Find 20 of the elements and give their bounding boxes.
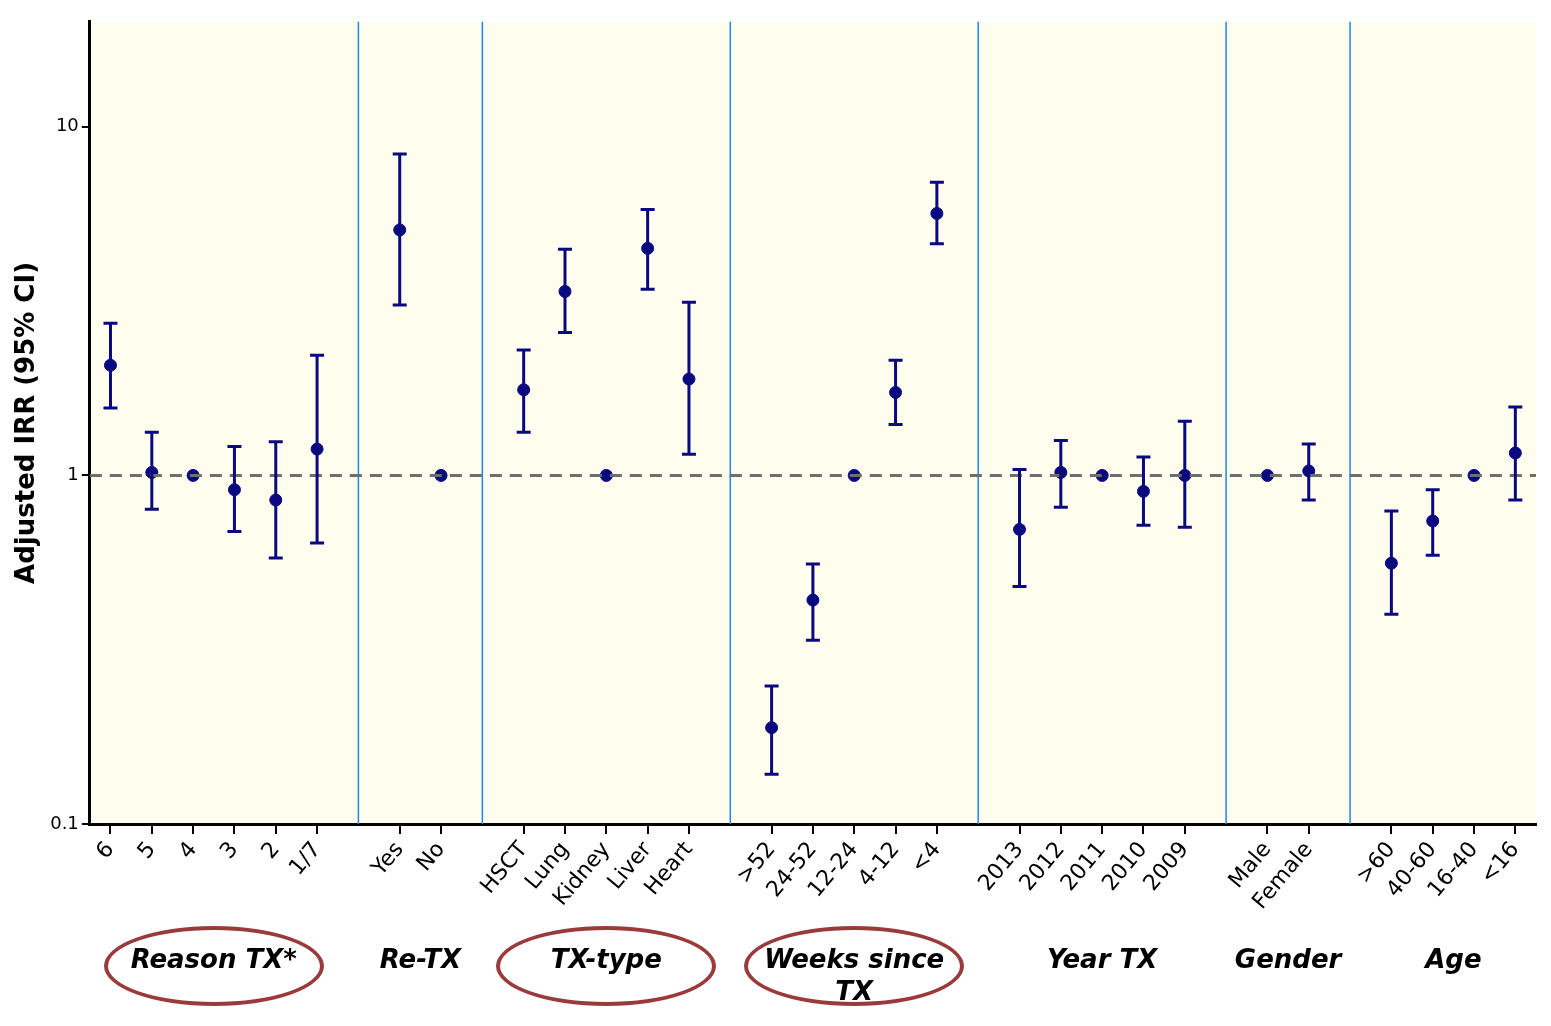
x-tick-label: 1/7	[283, 836, 326, 880]
text: TX-type	[549, 943, 663, 975]
text: Year TX	[1046, 943, 1159, 975]
x-tick-label: 5	[131, 836, 161, 864]
text: Reason TX*	[129, 943, 298, 975]
x-tick-label: 3	[214, 836, 243, 864]
y-tick-label: 1	[67, 463, 79, 485]
y-tick-label: 10	[55, 114, 79, 136]
x-tick-label: <4	[905, 836, 946, 878]
y-tick-label: 0.1	[50, 811, 79, 833]
x-tick-label: 6	[90, 836, 119, 864]
text: Gender	[1233, 943, 1344, 975]
x-tick-label: 4	[173, 836, 202, 864]
x-tick-label: 2	[255, 836, 284, 864]
y-axis-title: Adjusted IRR (95% CI)	[10, 261, 41, 584]
text: Re-TX	[378, 943, 463, 975]
text: Age	[1423, 943, 1483, 975]
text: Weeks since TX	[763, 943, 946, 1007]
x-tick-label: No	[410, 836, 450, 876]
x-tick-label: Yes	[365, 836, 408, 881]
